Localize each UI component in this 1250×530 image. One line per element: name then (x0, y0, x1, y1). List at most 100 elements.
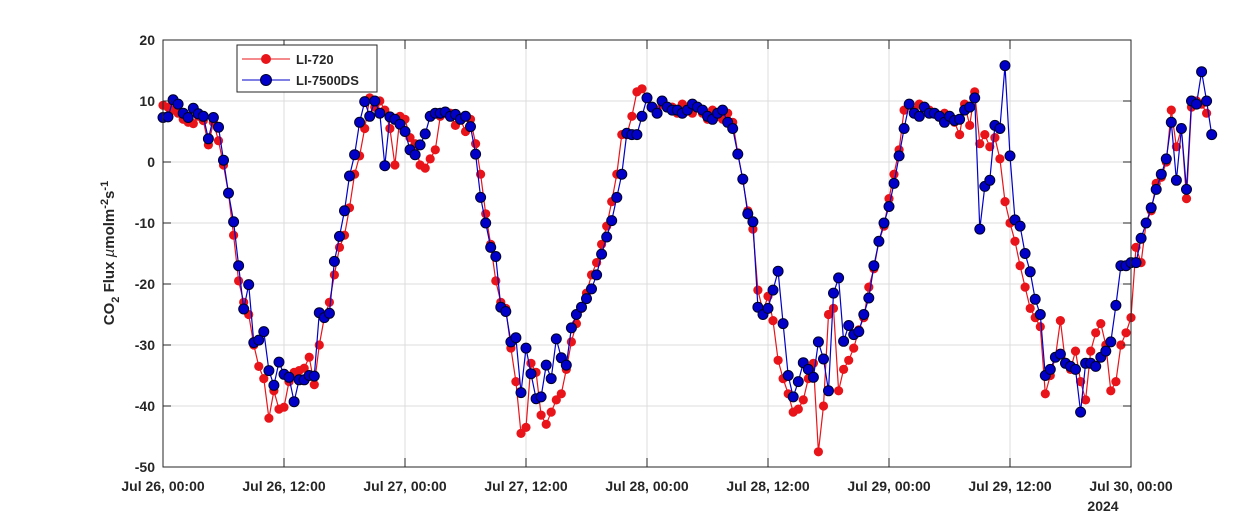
data-point-marker (838, 335, 850, 347)
data-point-marker (1075, 406, 1087, 418)
data-point-marker (550, 333, 562, 345)
data-point-marker (773, 355, 783, 365)
data-point-marker (777, 318, 789, 330)
data-point-marker (481, 209, 491, 219)
data-point-marker (798, 395, 808, 405)
data-point-marker (324, 297, 334, 307)
data-point-marker (853, 326, 865, 338)
data-point-marker (747, 216, 759, 228)
data-point-marker (863, 292, 875, 304)
axes-box (162, 39, 1132, 468)
data-point-marker (1020, 282, 1030, 292)
data-point-marker (975, 139, 985, 149)
data-point-marker (994, 123, 1006, 134)
data-point-marker (510, 332, 522, 344)
data-point-marker (1054, 348, 1066, 360)
data-point-marker (202, 133, 214, 145)
data-point-marker (601, 231, 613, 243)
y-tick-label: -20 (135, 276, 155, 292)
data-point-marker (359, 96, 371, 108)
data-point-marker (641, 92, 653, 104)
data-point-marker (1004, 150, 1016, 162)
data-point-marker (1014, 220, 1026, 232)
data-point-marker (591, 269, 603, 281)
data-point-marker (520, 342, 532, 354)
data-point-marker (471, 139, 481, 149)
data-point-marker (1155, 168, 1167, 180)
data-point-marker (807, 371, 819, 383)
legend-label-li7500ds: LI-7500DS (296, 73, 359, 88)
data-point-marker (717, 104, 729, 116)
data-point-marker (349, 149, 361, 161)
data-point-marker (1166, 105, 1176, 115)
data-point-marker (273, 356, 285, 368)
ylabel-sup-neg1: -1 (99, 181, 111, 191)
data-point-marker (283, 371, 295, 383)
data-point-marker (1035, 322, 1045, 332)
y-tick-label: -40 (135, 398, 155, 414)
data-point-marker (606, 215, 618, 227)
data-point-marker (1160, 153, 1172, 165)
data-point-marker (364, 110, 376, 122)
data-point-marker (812, 336, 824, 348)
data-point-marker (999, 60, 1011, 72)
data-point-marker (813, 447, 824, 457)
data-point-marker (1055, 316, 1065, 326)
data-point-marker (369, 95, 381, 107)
data-point-marker (182, 112, 194, 123)
legend: LI-720 LI-7500DS (236, 44, 378, 93)
x-tick-label: Jul 28, 12:00 (726, 478, 809, 494)
data-point-marker (197, 110, 209, 122)
data-point-marker (1044, 363, 1056, 375)
data-point-marker (954, 113, 966, 125)
legend-marker-li7500ds (260, 74, 272, 86)
data-point-marker (470, 148, 482, 160)
data-point-marker (556, 389, 566, 399)
data-point-marker (1029, 293, 1041, 305)
ylabel-co: CO (101, 302, 118, 325)
data-point-marker (460, 110, 471, 122)
data-point-marker (878, 217, 890, 229)
data-point-marker (207, 112, 219, 123)
data-point-marker (233, 260, 245, 272)
x-tick-label: Jul 27, 12:00 (484, 478, 567, 494)
data-point-marker (742, 208, 754, 220)
data-point-marker (1106, 386, 1116, 396)
data-point-marker (551, 395, 561, 405)
legend-box (236, 44, 378, 93)
data-point-marker (833, 272, 845, 284)
data-point-marker (990, 133, 1000, 143)
data-point-marker (768, 316, 778, 326)
x-tick-label: Jul 26, 12:00 (242, 478, 325, 494)
data-point-marker (399, 126, 411, 137)
data-point-marker (823, 385, 834, 397)
data-point-marker (1201, 95, 1213, 107)
data-point-marker (465, 121, 476, 133)
data-point-marker (1110, 299, 1122, 311)
data-point-marker (546, 407, 556, 417)
data-point-marker (762, 302, 774, 314)
svg-text:CO2 Flux µmolm-2s-1: CO2 Flux µmolm-2s-1 (99, 181, 122, 325)
data-point-marker (581, 293, 592, 305)
data-point-marker (737, 173, 749, 185)
data-point-marker (541, 419, 551, 429)
data-point-marker (1000, 197, 1010, 207)
data-point-marker (228, 216, 240, 228)
data-point-marker (536, 410, 546, 420)
data-point-marker (883, 201, 895, 212)
data-point-marker (732, 148, 744, 160)
data-point-marker (560, 359, 572, 371)
data-point-marker (969, 92, 981, 104)
grid-lines (162, 39, 1132, 468)
data-point-marker (339, 205, 350, 217)
y-tick-label: -10 (135, 215, 155, 231)
data-point-marker (258, 326, 270, 338)
data-point-marker (596, 248, 608, 260)
data-point-marker (1081, 395, 1091, 405)
data-point-marker (1019, 248, 1031, 259)
data-point-marker (889, 169, 899, 179)
data-point-marker (172, 98, 184, 110)
data-point-marker (1181, 194, 1192, 204)
data-point-marker (299, 363, 309, 373)
